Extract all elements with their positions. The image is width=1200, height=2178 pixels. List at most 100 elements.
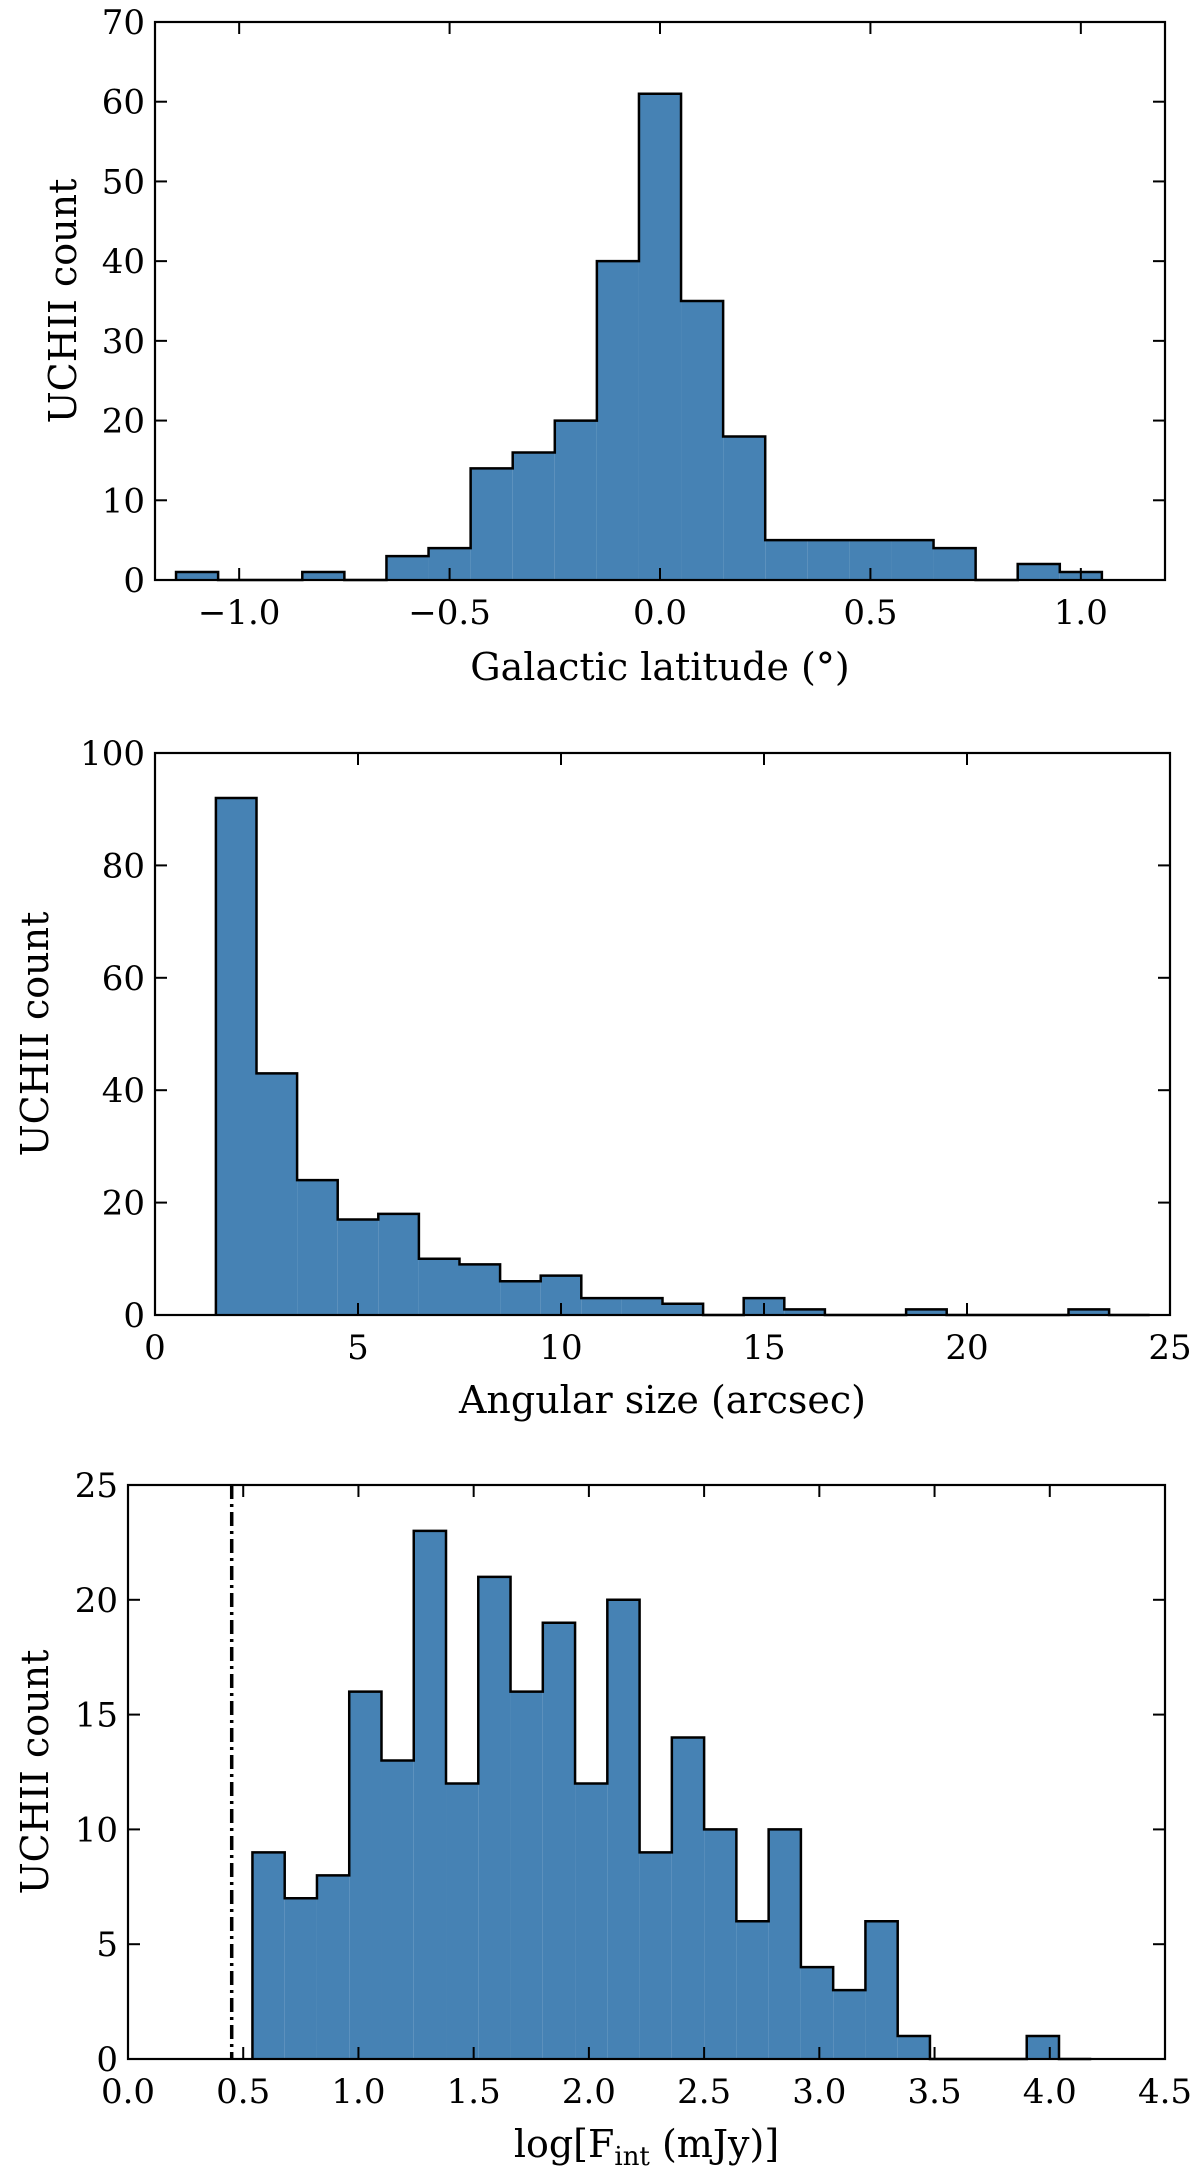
- flux-x-tick-labels: 0.0 0.5 1.0 1.5 2.0 2.5 3.0 3.5 4.0 4.5: [101, 2072, 1192, 2112]
- latitude-bar: [891, 540, 934, 580]
- flux-bar: [704, 1829, 737, 2059]
- latitude-bar: [807, 540, 850, 580]
- latitude-ticks: [155, 21, 1165, 581]
- flux-bar: [381, 1760, 414, 2059]
- angular-size-x-tick-label: 10: [539, 1328, 582, 1368]
- latitude-y-tick-label: 10: [102, 481, 145, 521]
- latitude-y-tick-label: 0: [123, 561, 145, 601]
- flux-histogram-outline: [251, 1529, 1092, 2061]
- latitude-bar: [933, 548, 976, 580]
- flux-x-axis-title-tail: (mJy)]: [650, 2122, 779, 2166]
- latitude-y-tick-label: 70: [102, 3, 145, 43]
- angular-size-bar: [906, 1309, 947, 1315]
- angular-size-bar: [459, 1264, 501, 1315]
- latitude-x-tick-label: 0.5: [843, 593, 897, 633]
- angular-size-bar: [418, 1258, 460, 1315]
- flux-bar: [413, 1530, 447, 2059]
- flux-bar: [446, 1783, 479, 2059]
- flux-bar: [865, 1921, 898, 2059]
- angular-size-axes-frame: [153, 751, 1172, 1317]
- latitude-y-tick-label: 30: [102, 322, 145, 362]
- flux-bar: [671, 1737, 705, 2059]
- angular-size-x-axis-title: Angular size (arcsec): [458, 1378, 866, 1422]
- latitude-x-axis-title: Galactic latitude (°): [470, 645, 849, 689]
- angular-size-bar: [784, 1309, 825, 1315]
- flux-y-tick-label: 15: [75, 1696, 118, 1736]
- angular-size-bar: [1068, 1309, 1110, 1315]
- flux-bar: [768, 1829, 801, 2059]
- latitude-y-tick-label: 50: [102, 162, 145, 202]
- angular-size-bar: [337, 1219, 379, 1315]
- angular-size-bar: [215, 797, 257, 1315]
- angular-size-x-tick-label: 0: [144, 1328, 166, 1368]
- flux-y-tick-label: 5: [96, 1925, 118, 1965]
- angular-size-x-tick-label: 15: [742, 1328, 785, 1368]
- angular-size-y-tick-label: 0: [123, 1296, 145, 1336]
- latitude-bar: [176, 572, 219, 580]
- angular-size-x-tick-label: 20: [945, 1328, 988, 1368]
- flux-bar: [800, 1967, 834, 2059]
- latitude-x-tick-label: 1.0: [1054, 593, 1108, 633]
- angular-size-bar: [378, 1213, 419, 1315]
- flux-bar: [510, 1691, 543, 2059]
- latitude-bar: [512, 452, 555, 580]
- angular-size-y-tick-labels: 0 20 40 60 80 100: [80, 734, 145, 1336]
- latitude-bar: [638, 93, 682, 580]
- flux-bar: [542, 1622, 576, 2059]
- latitude-bar: [1017, 564, 1060, 580]
- angular-size-y-tick-label: 60: [102, 959, 145, 999]
- angular-size-y-tick-label: 40: [102, 1071, 145, 1111]
- flux-bar: [252, 1852, 285, 2059]
- flux-x-tick-label: 1.5: [447, 2072, 501, 2112]
- angular-size-bar: [621, 1298, 663, 1315]
- angular-size-bars: [214, 796, 1150, 1317]
- latitude-bar: [386, 556, 429, 580]
- flux-y-tick-label: 0: [96, 2040, 118, 2080]
- latitude-x-tick-labels: −1.0 −0.5 0.0 0.5 1.0: [198, 593, 1108, 633]
- latitude-y-axis-title: UCHII count: [41, 179, 85, 424]
- flux-bar: [897, 2036, 930, 2059]
- angular-size-x-tick-label: 25: [1148, 1328, 1191, 1368]
- angular-size-bar: [662, 1303, 704, 1315]
- flux-axes-frame: [126, 1483, 1167, 2061]
- flux-bar: [639, 1852, 672, 2059]
- flux-bar: [284, 1898, 317, 2059]
- latitude-bar: [554, 420, 597, 580]
- latitude-x-tick-label: −0.5: [408, 593, 491, 633]
- angular-size-y-axis-title: UCHII count: [13, 912, 57, 1157]
- flux-x-tick-label: 4.0: [1023, 2072, 1077, 2112]
- flux-x-tick-label: 2.5: [677, 2072, 731, 2112]
- flux-x-tick-label: 0.0: [101, 2072, 155, 2112]
- latitude-x-tick-label: 0.0: [633, 593, 687, 633]
- latitude-histogram: −1.0 −0.5 0.0 0.5 1.0 0 10 20 30 40 50 60 70 Galact…: [41, 3, 1167, 689]
- latitude-bars: [174, 92, 1104, 582]
- flux-x-axis-title-main: log[F: [514, 2122, 615, 2166]
- flux-bar: [575, 1783, 608, 2059]
- flux-x-tick-label: 3.5: [908, 2072, 962, 2112]
- angular-size-bar: [500, 1281, 541, 1315]
- flux-x-tick-label: 0.5: [216, 2072, 270, 2112]
- flux-bar: [607, 1599, 640, 2059]
- flux-bar: [736, 1921, 769, 2059]
- flux-x-axis-title: log[Fint (mJy)]: [514, 2122, 779, 2172]
- latitude-bar: [470, 468, 513, 580]
- latitude-axes-frame: [153, 20, 1167, 582]
- angular-size-y-tick-label: 20: [102, 1184, 145, 1224]
- flux-x-tick-label: 3.0: [792, 2072, 846, 2112]
- angular-size-bar: [256, 1073, 298, 1315]
- angular-size-x-tick-labels: 0 5 10 15 20 25: [144, 1328, 1191, 1368]
- flux-bar: [1026, 2036, 1059, 2059]
- flux-x-tick-label: 4.5: [1138, 2072, 1192, 2112]
- angular-size-x-tick-label: 5: [347, 1328, 369, 1368]
- flux-y-tick-labels: 0 5 10 15 20 25: [75, 1466, 118, 2080]
- flux-y-axis-title: UCHII count: [13, 1650, 57, 1895]
- flux-y-tick-label: 20: [75, 1581, 118, 1621]
- latitude-bar: [596, 261, 639, 580]
- flux-bars: [251, 1529, 1092, 2061]
- flux-y-tick-label: 25: [75, 1466, 118, 1506]
- latitude-y-tick-label: 60: [102, 83, 145, 123]
- flux-x-tick-label: 2.0: [562, 2072, 616, 2112]
- latitude-y-tick-label: 40: [102, 242, 145, 282]
- flux-bar: [349, 1691, 382, 2059]
